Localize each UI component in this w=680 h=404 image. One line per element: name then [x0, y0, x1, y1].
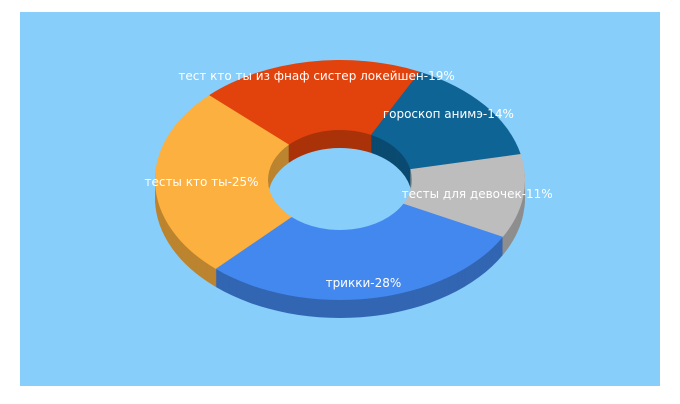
- slice: [155, 95, 292, 269]
- slice-label: трикки-28%: [326, 276, 402, 290]
- slice-label: тест кто ты из фнаф систер локейшен-19%: [178, 69, 454, 83]
- slice: [371, 71, 521, 170]
- slice: [209, 60, 420, 145]
- slice-label: гороскоп анимэ-14%: [383, 107, 514, 121]
- slice-label: тесты для девочек-11%: [402, 187, 553, 201]
- slice: [215, 203, 503, 300]
- slice-label: тесты кто ты-25%: [144, 175, 258, 189]
- slice: [403, 153, 525, 237]
